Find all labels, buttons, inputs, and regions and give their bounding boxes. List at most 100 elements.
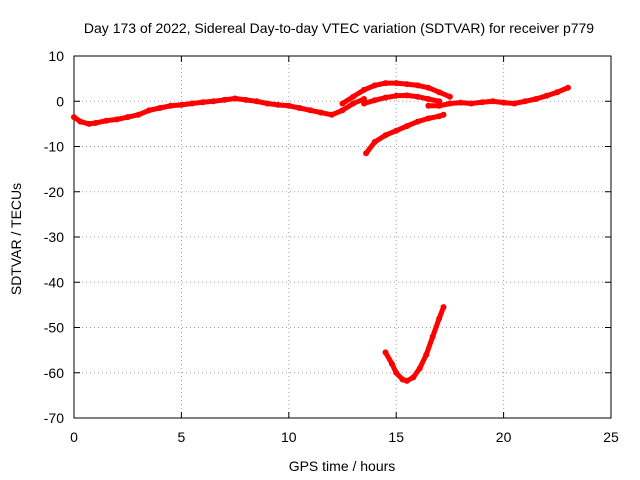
data-point <box>425 102 432 109</box>
data-point <box>296 105 303 111</box>
grid <box>74 56 611 418</box>
data-point <box>403 377 410 384</box>
data-point <box>414 118 421 125</box>
data-point <box>232 95 239 102</box>
data-point <box>371 82 378 89</box>
data-point <box>135 111 142 118</box>
x-tick-label: 15 <box>388 429 404 445</box>
data-series <box>71 80 571 384</box>
series-rising-track <box>363 111 447 157</box>
x-axis: 0 5 10 15 20 25 <box>70 56 619 445</box>
data-point <box>479 99 486 106</box>
data-point <box>114 116 120 123</box>
data-point <box>275 101 282 108</box>
data-point <box>371 97 378 104</box>
data-point <box>393 369 400 376</box>
data-point <box>457 99 464 106</box>
data-point <box>403 81 410 88</box>
data-point <box>350 93 357 100</box>
data-point <box>440 111 447 118</box>
data-point <box>318 109 324 116</box>
data-point <box>554 89 561 96</box>
data-point <box>178 101 185 108</box>
y-tick-label: -10 <box>44 139 64 155</box>
data-point <box>410 374 417 381</box>
data-point <box>436 89 443 96</box>
data-point <box>511 100 518 107</box>
data-point <box>393 127 400 134</box>
x-tick-label: 0 <box>70 429 78 445</box>
data-point <box>500 99 507 106</box>
data-point <box>363 150 370 157</box>
data-point <box>436 98 443 105</box>
y-tick-label: 10 <box>48 48 64 64</box>
data-point <box>382 80 389 87</box>
y-tick-label: 0 <box>56 93 64 109</box>
data-point <box>328 111 335 118</box>
data-point <box>425 84 432 91</box>
data-point <box>210 98 217 105</box>
data-point <box>339 107 346 114</box>
data-point <box>77 118 84 125</box>
data-point <box>167 102 174 109</box>
data-point <box>446 100 453 107</box>
y-tick-label: -30 <box>44 229 64 245</box>
y-tick-label: -50 <box>44 320 64 336</box>
data-point <box>264 100 271 107</box>
data-point <box>253 98 260 105</box>
y-tick-label: -70 <box>44 410 64 426</box>
x-tick-label: 5 <box>178 429 186 445</box>
data-point <box>446 93 453 100</box>
data-point <box>440 304 447 311</box>
data-point <box>403 123 410 130</box>
data-point <box>350 100 357 107</box>
data-point <box>543 92 550 99</box>
data-point <box>71 114 77 121</box>
data-point <box>522 98 529 105</box>
y-axis-label: SDTVAR / TECUs <box>8 183 24 295</box>
x-tick-label: 25 <box>603 429 619 445</box>
series-line <box>383 304 446 384</box>
data-point <box>92 120 99 126</box>
series-dip-track <box>382 304 447 384</box>
data-point <box>393 80 400 87</box>
data-point <box>403 92 410 99</box>
data-point <box>436 102 443 109</box>
data-point <box>242 96 249 103</box>
data-point <box>423 351 430 358</box>
y-tick-label: -20 <box>44 184 64 200</box>
y-axis: 10 0 -10 -20 -30 -40 -50 -60 -70 <box>44 48 611 426</box>
data-point <box>429 333 436 340</box>
data-point <box>199 99 206 106</box>
data-point <box>436 315 443 322</box>
data-point <box>425 96 432 102</box>
data-point <box>146 107 153 114</box>
data-point <box>416 365 423 372</box>
series-late-band <box>425 84 571 109</box>
data-point <box>361 100 367 107</box>
data-point <box>371 139 378 145</box>
data-point <box>425 115 432 122</box>
data-point <box>103 117 110 124</box>
x-axis-label: GPS time / hours <box>289 458 396 474</box>
series-middle-arc <box>361 92 443 107</box>
data-point <box>382 94 389 101</box>
series-line <box>363 112 446 156</box>
data-point <box>221 96 228 103</box>
data-point <box>414 93 421 100</box>
data-point <box>468 100 475 107</box>
data-point <box>382 349 389 356</box>
data-point <box>414 82 421 89</box>
x-tick-label: 10 <box>281 429 297 445</box>
data-point <box>393 92 400 99</box>
data-point <box>189 100 196 107</box>
data-point <box>361 86 367 93</box>
y-tick-label: -60 <box>44 365 64 381</box>
chart-title: Day 173 of 2022, Sidereal Day-to-day VTE… <box>84 20 594 36</box>
data-point <box>307 107 314 114</box>
data-point <box>285 102 292 109</box>
data-point <box>382 132 389 139</box>
data-point <box>489 98 496 105</box>
data-point <box>388 360 395 367</box>
